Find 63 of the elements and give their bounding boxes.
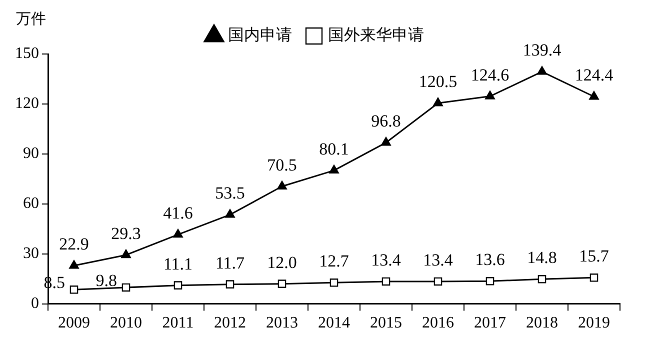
point: [538, 275, 546, 284]
data-label: 12.7: [319, 252, 350, 271]
data-label: 11.1: [163, 254, 193, 274]
y-tick-label: 0: [31, 295, 39, 312]
point: [434, 277, 442, 286]
y-tick-label: 30: [23, 245, 39, 262]
data-label: 120.5: [418, 72, 458, 92]
x-tick-label: 2015: [370, 314, 402, 332]
legend-label: 国内申请: [228, 26, 292, 44]
point: [69, 260, 79, 269]
x-tick-label: 2010: [110, 314, 142, 332]
x-tick-label: 2011: [162, 314, 194, 332]
data-label: 53.5: [215, 184, 245, 203]
data-label: 13.4: [423, 250, 454, 270]
point: [381, 136, 391, 146]
y-tick-label: 150: [15, 45, 39, 62]
data-label: 139.4: [522, 40, 562, 60]
data-label: 11.7: [215, 253, 246, 272]
data-label: 124.4: [574, 66, 614, 85]
data-label: 70.5: [267, 155, 297, 174]
data-label: 13.4: [371, 250, 402, 270]
y-axis-title: 万件: [16, 11, 46, 28]
data-label: 15.7: [579, 246, 610, 266]
x-tick-label: 2016: [422, 314, 454, 332]
point: [173, 228, 183, 238]
data-label: 124.6: [470, 65, 510, 84]
y-tick-label: 120: [15, 95, 39, 112]
point: [70, 286, 78, 294]
data-label: 13.6: [475, 250, 505, 270]
legend-label: 国外来华申请: [328, 26, 424, 44]
data-label: 29.3: [111, 224, 141, 243]
x-tick-label: 2013: [266, 314, 298, 332]
data-label: 12.0: [267, 252, 297, 272]
data-label: 96.8: [371, 112, 401, 131]
x-tick-label: 2018: [526, 314, 558, 332]
y-tick-label: 90: [23, 145, 39, 162]
point: [277, 180, 287, 190]
point: [121, 249, 131, 258]
point: [225, 209, 235, 218]
point: [433, 98, 443, 106]
point: [589, 91, 599, 100]
point: [486, 277, 494, 286]
data-label: 9.8: [96, 270, 117, 290]
x-tick-label: 2012: [214, 314, 246, 332]
data-label: 41.6: [163, 203, 193, 222]
x-tick-label: 2017: [474, 314, 506, 332]
data-label: 80.1: [319, 139, 349, 158]
point: [330, 278, 338, 287]
point: [329, 164, 339, 174]
point: [382, 277, 390, 286]
point: [122, 283, 130, 292]
y-tick-label: 60: [23, 195, 39, 212]
data-label: 14.8: [527, 248, 557, 268]
x-tick-label: 2019: [578, 314, 610, 332]
data-label: 22.9: [59, 234, 89, 254]
x-tick-label: 2009: [58, 314, 90, 332]
point: [278, 280, 286, 288]
point: [485, 90, 495, 100]
point: [226, 280, 234, 288]
point: [537, 66, 547, 75]
x-tick-label: 2014: [318, 314, 350, 332]
point: [174, 281, 182, 290]
point: [590, 274, 598, 282]
